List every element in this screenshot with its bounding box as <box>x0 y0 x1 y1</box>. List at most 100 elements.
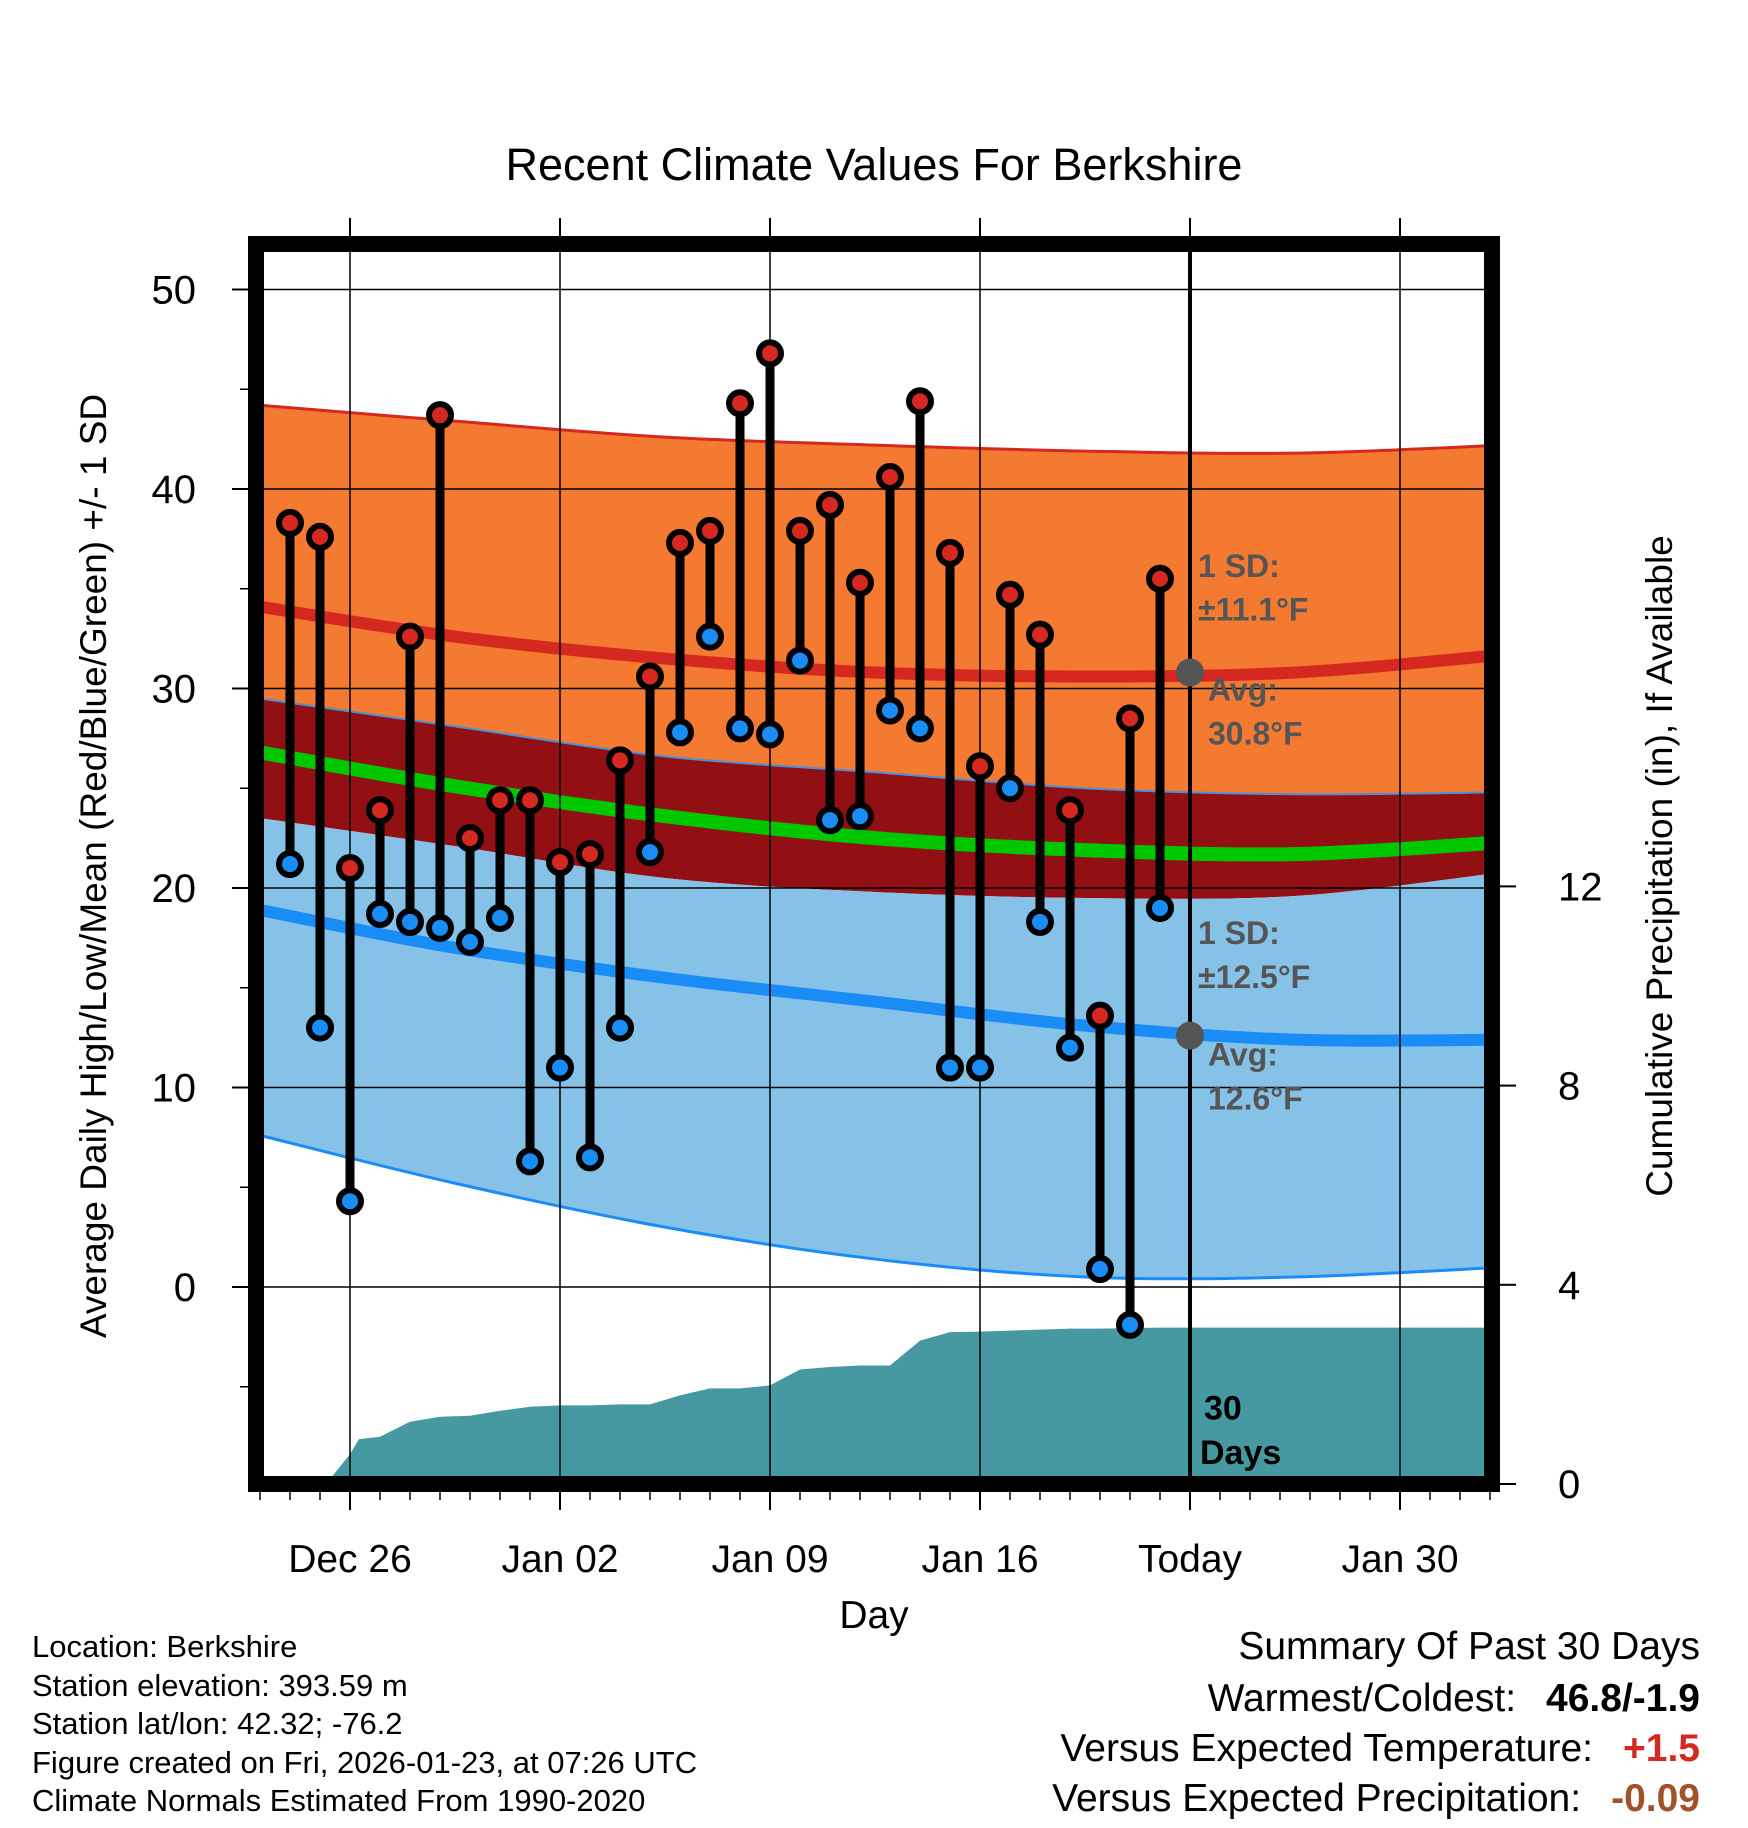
obs-high-point <box>876 463 904 492</box>
normals-text: Climate Normals Estimated From 1990-2020 <box>32 1783 646 1818</box>
low-sd-value: ±12.5°F <box>1198 959 1310 995</box>
obs-low-point <box>876 696 904 725</box>
obs-high-point <box>846 568 874 597</box>
obs-high-point <box>1086 1001 1114 1030</box>
obs-high-point <box>1116 704 1144 733</box>
obs-high-point <box>1146 564 1174 593</box>
y-tick-label: 20 <box>152 867 197 911</box>
obs-low-point <box>786 646 814 675</box>
obs-high-point <box>516 786 544 815</box>
obs-low-point <box>366 899 394 928</box>
temp-label: Versus Expected Temperature: <box>1060 1727 1593 1770</box>
y2-tick-label: 4 <box>1558 1264 1580 1308</box>
elevation-text: Station elevation: 393.59 m <box>32 1667 408 1703</box>
x-tick-label: Jan 16 <box>921 1538 1038 1581</box>
y-tick-label: 10 <box>152 1067 197 1111</box>
high-sd-value: ±11.1°F <box>1198 592 1308 628</box>
obs-high-point <box>426 401 454 430</box>
y2-axis-label: Cumulative Precipitation (in), If Availa… <box>1639 535 1680 1197</box>
obs-low-point <box>1056 1033 1084 1062</box>
obs-low-point <box>846 802 874 831</box>
summary-precip-row: Versus Expected Precipitation: -0.09 <box>1052 1774 1700 1824</box>
precip-value: -0.09 <box>1611 1777 1700 1820</box>
obs-low-point <box>546 1053 574 1082</box>
y-tick-label: 50 <box>152 269 197 313</box>
normal-low-line <box>258 904 1492 1047</box>
obs-high-point <box>1026 620 1054 649</box>
obs-low-point <box>426 913 454 942</box>
high-avg-value: 30.8°F <box>1208 715 1303 751</box>
obs-low-point <box>936 1053 964 1082</box>
obs-low-point <box>336 1187 364 1216</box>
y-tick-label: 0 <box>174 1266 196 1310</box>
obs-low-point <box>816 806 844 835</box>
obs-low-point <box>1026 907 1054 936</box>
y2-tick-label: 8 <box>1558 1065 1580 1109</box>
obs-high-point <box>576 840 604 869</box>
chart-title: Recent Climate Values For Berkshire <box>506 139 1243 190</box>
y2-tick-label: 12 <box>1558 865 1603 909</box>
obs-high-point <box>996 580 1024 609</box>
low-avg-marker <box>1176 1021 1204 1050</box>
x-axis-label: Day <box>839 1594 909 1637</box>
mean-upper-edge <box>259 697 1492 796</box>
obs-low-point <box>1116 1310 1144 1339</box>
obs-low-point <box>696 622 724 651</box>
obs-low-point <box>306 1013 334 1042</box>
obs-high-point <box>546 848 574 877</box>
obs-high-point <box>306 522 334 551</box>
location-text: Location: Berkshire <box>32 1629 298 1664</box>
obs-high-point <box>786 516 814 545</box>
obs-low-point <box>456 927 484 956</box>
x-tick-label: Jan 02 <box>501 1538 618 1581</box>
obs-high-point <box>906 387 934 416</box>
days-word: Days <box>1200 1434 1281 1472</box>
obs-high-point <box>966 752 994 781</box>
summary-panel: Summary Of Past 30 Days Warmest/Coldest:… <box>1052 1622 1700 1824</box>
precip-label: Versus Expected Precipitation: <box>1052 1777 1582 1820</box>
obs-high-point <box>1056 796 1084 825</box>
obs-low-point <box>396 907 424 936</box>
summary-temp-row: Versus Expected Temperature: +1.5 <box>1052 1724 1700 1774</box>
high-upper-edge <box>259 403 1492 455</box>
obs-low-point <box>726 714 754 743</box>
latlon-text: Station lat/lon: 42.32; -76.2 <box>32 1706 403 1741</box>
obs-high-point <box>336 854 364 883</box>
plot-frame <box>248 236 1500 1492</box>
summary-warmest-row: Warmest/Coldest: 46.8/-1.9 <box>1052 1674 1700 1724</box>
obs-low-point <box>906 714 934 743</box>
low-lower-edge <box>259 1133 1492 1281</box>
obs-high-point <box>636 662 664 691</box>
obs-low-point <box>606 1013 634 1042</box>
obs-low-point <box>996 774 1024 803</box>
warmest-label: Warmest/Coldest: <box>1207 1677 1517 1720</box>
days-number: 30 <box>1204 1389 1242 1427</box>
y-axis-label: Average Daily High/Low/Mean (Red/Blue/Gr… <box>73 394 114 1338</box>
obs-low-point <box>666 718 694 747</box>
obs-low-point <box>756 720 784 749</box>
created-text: Figure created on Fri, 2026-01-23, at 07… <box>32 1744 698 1780</box>
obs-low-point <box>636 838 664 867</box>
obs-low-point <box>1086 1255 1114 1284</box>
obs-low-point <box>576 1143 604 1172</box>
y2-tick-label: 0 <box>1558 1463 1580 1507</box>
obs-high-point <box>936 538 964 567</box>
low-sd-band <box>260 818 1492 1279</box>
high-avg-marker <box>1176 658 1204 687</box>
obs-low-point <box>966 1053 994 1082</box>
y-tick-label: 30 <box>152 668 197 712</box>
obs-low-point <box>516 1147 544 1176</box>
summary-title: Summary Of Past 30 Days <box>1238 1625 1700 1668</box>
obs-high-point <box>486 786 514 815</box>
normal-high-line <box>259 600 1492 683</box>
low-avg-label: Avg: <box>1208 1037 1278 1073</box>
high-avg-label: Avg: <box>1208 671 1278 707</box>
obs-low-point <box>486 903 514 932</box>
obs-high-point <box>276 508 304 537</box>
plot-area: 1 SD: ±11.1°F Avg: 30.8°F 1 SD: ±12.5°F Avg: 12… <box>256 244 1492 1484</box>
x-tick-label: Jan 30 <box>1341 1538 1458 1581</box>
obs-high-point <box>606 746 634 775</box>
obs-high-point <box>696 516 724 545</box>
high-sd-band <box>260 405 1492 795</box>
